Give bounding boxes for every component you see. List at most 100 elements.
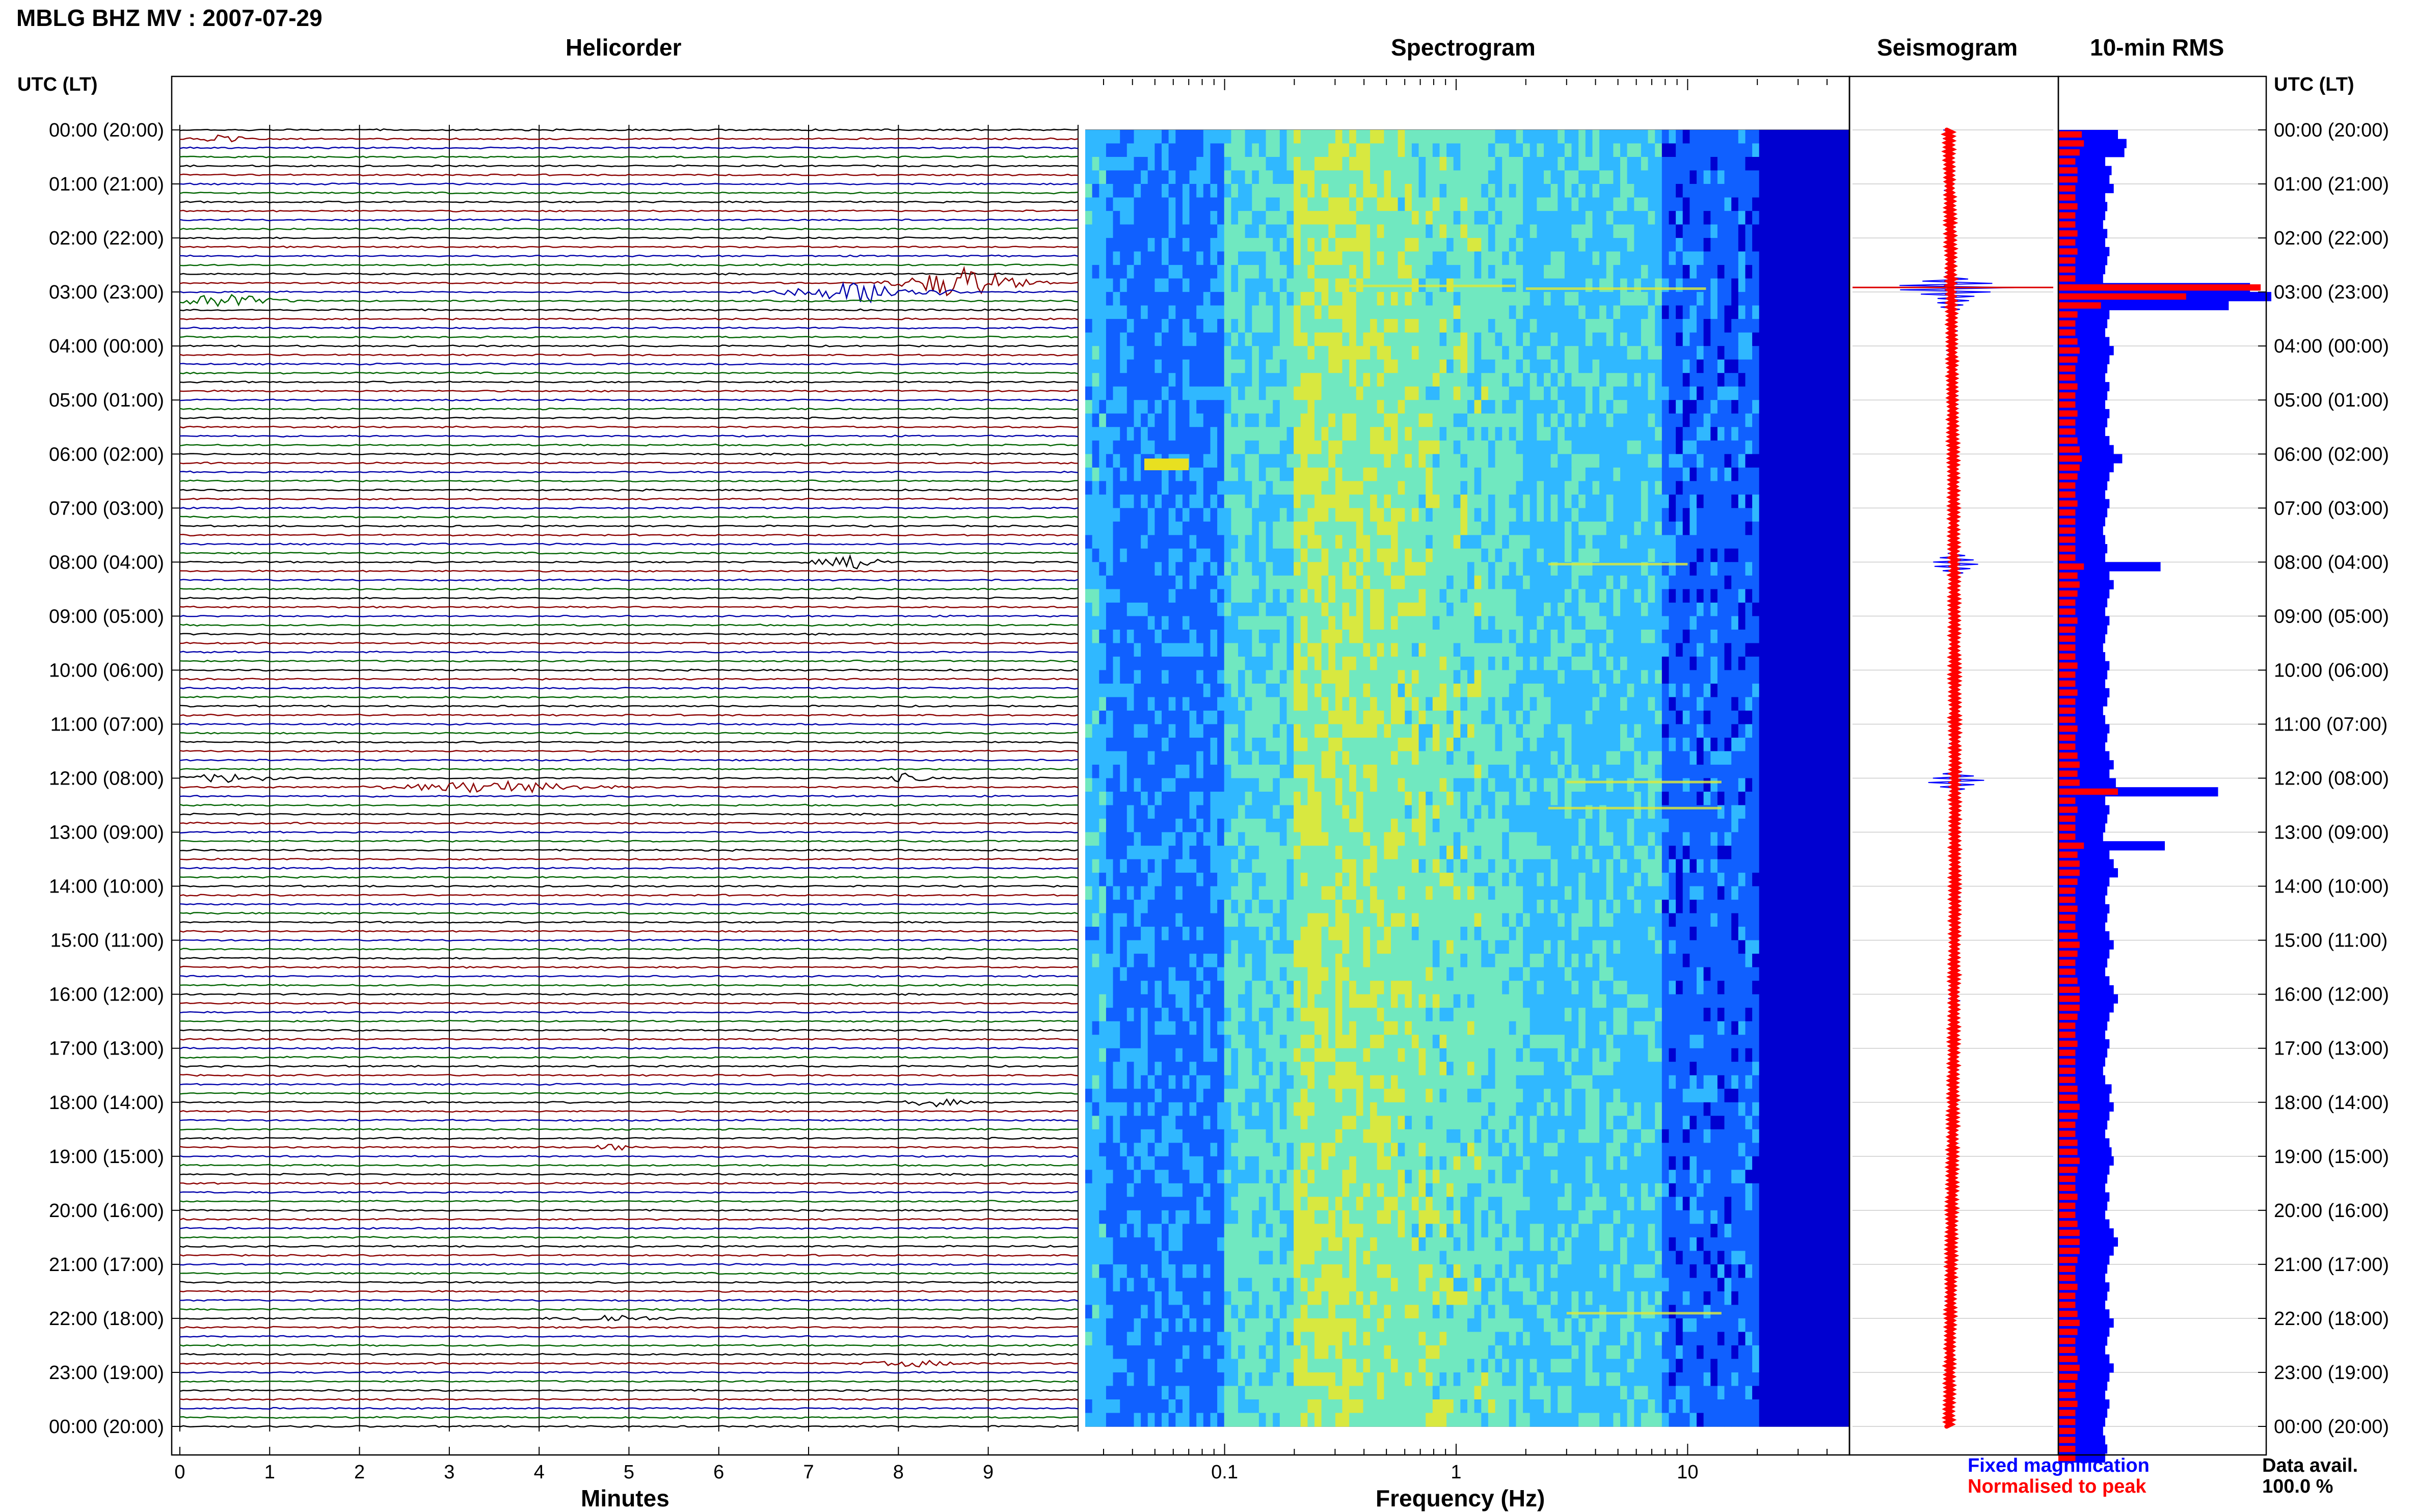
rms-normalised-bar <box>2058 1167 2078 1173</box>
rms-normalised-bar <box>2058 1122 2075 1128</box>
right-hour-label: 19:00 (15:00) <box>2274 1146 2389 1168</box>
rms-normalised-bar <box>2058 635 2075 641</box>
data-availability-label: Data avail. <box>2262 1455 2358 1477</box>
left-hour-label: 18:00 (14:00) <box>49 1092 164 1114</box>
rms-normalised-bar <box>2058 446 2080 452</box>
rms-normalised-bar <box>2058 473 2078 479</box>
rms-normalised-bar <box>2058 1068 2075 1074</box>
rms-normalised-bar <box>2058 212 2075 219</box>
right-hour-label: 15:00 (11:00) <box>2274 930 2387 952</box>
rms-normalised-bar <box>2058 1329 2078 1335</box>
rms-normalised-bar <box>2058 987 2080 993</box>
rms-normalised-bar <box>2058 662 2078 668</box>
rms-normalised-bar <box>2058 248 2078 254</box>
rms-normalised-bar <box>2058 644 2075 651</box>
rms-normalised-bar <box>2058 1095 2078 1101</box>
rms-normalised-bar <box>2058 978 2078 984</box>
rms-normalised-bar <box>2058 725 2078 732</box>
rms-normalised-bar <box>2058 1076 2075 1083</box>
left-hour-label: 04:00 (00:00) <box>49 336 164 357</box>
rms-normalised-bar <box>2058 203 2078 209</box>
rms-normalised-bar <box>2058 221 2075 227</box>
left-hour-label: 08:00 (04:00) <box>49 552 164 573</box>
right-hour-label: 14:00 (10:00) <box>2274 876 2389 898</box>
rms-normalised-bar <box>2058 1086 2078 1092</box>
right-hour-label: 17:00 (13:00) <box>2274 1038 2389 1060</box>
spectrogram-event-streak <box>1567 1312 1722 1314</box>
rms-normalised-bar <box>2058 131 2082 138</box>
rms-normalised-bar <box>2058 1392 2075 1398</box>
rms-normalised-bar <box>2058 1266 2075 1272</box>
rms-normalised-bar <box>2058 1311 2078 1317</box>
rms-normalised-bar <box>2058 257 2075 263</box>
rms-normalised-bar <box>2058 1157 2080 1164</box>
rms-normalised-bar <box>2058 1383 2075 1389</box>
rms-normalised-bar <box>2058 779 2080 786</box>
left-hour-label: 23:00 (19:00) <box>49 1362 164 1384</box>
spectrogram-xlabel: Frequency (Hz) <box>1376 1484 1545 1512</box>
legend-fixed-magnification: Fixed magnification <box>1968 1455 2150 1477</box>
right-hour-label: 10:00 (06:00) <box>2274 660 2389 681</box>
right-hour-label: 21:00 (17:00) <box>2274 1254 2389 1276</box>
rms-normalised-bar <box>2058 347 2080 354</box>
helicorder-xtick-label: 2 <box>354 1462 365 1483</box>
rms-normalised-bar <box>2058 870 2080 876</box>
rms-normalised-bar <box>2058 293 2186 300</box>
rms-normalised-bar <box>2058 995 2080 1002</box>
left-hour-label: 15:00 (11:00) <box>50 930 164 952</box>
rms-normalised-bar <box>2058 671 2075 678</box>
right-hour-label: 04:00 (00:00) <box>2274 336 2389 357</box>
spectrogram-event-streak <box>1526 287 1706 290</box>
rms-normalised-bar <box>2058 608 2075 614</box>
rms-normalised-bar <box>2058 1230 2080 1236</box>
rms-normalised-bar <box>2058 357 2078 363</box>
left-hour-label: 12:00 (08:00) <box>49 768 164 790</box>
right-hour-label: 05:00 (01:00) <box>2274 390 2389 411</box>
rms-normalised-bar <box>2058 897 2075 903</box>
rms-normalised-bar <box>2058 482 2075 489</box>
rms-normalised-bar <box>2058 1239 2080 1245</box>
right-hour-label: 12:00 (08:00) <box>2274 768 2389 790</box>
rms-normalised-bar <box>2058 627 2075 633</box>
left-hour-label: 19:00 (15:00) <box>49 1146 164 1168</box>
rms-normalised-bar <box>2058 852 2078 858</box>
rms-normalised-bar <box>2058 698 2075 705</box>
rms-normalised-bar <box>2058 1203 2075 1209</box>
right-hour-label: 07:00 (03:00) <box>2274 498 2389 519</box>
rms-normalised-bar <box>2058 762 2080 768</box>
rms-normalised-bar <box>2058 1284 2078 1290</box>
rms-normalised-bar <box>2058 185 2075 192</box>
rms-normalised-bar <box>2058 941 2080 948</box>
left-hour-label: 17:00 (13:00) <box>49 1038 164 1060</box>
rms-normalised-bar <box>2058 1356 2078 1362</box>
rms-normalised-bar <box>2058 1437 2075 1443</box>
rms-normalised-bar <box>2058 798 2075 804</box>
rms-normalised-bar <box>2058 320 2075 327</box>
rms-normalised-bar <box>2058 438 2078 444</box>
spectrogram-event-streak <box>1548 807 1722 809</box>
rms-normalised-bar <box>2058 914 2075 921</box>
rms-normalised-bar <box>2058 573 2078 579</box>
rms-normalised-bar <box>2058 1347 2075 1353</box>
rms-normalised-bar <box>2058 500 2078 506</box>
left-hour-label: 07:00 (03:00) <box>49 498 164 519</box>
left-hour-label: 00:00 (20:00) <box>49 1416 164 1438</box>
rms-normalised-bar <box>2058 752 2078 759</box>
left-hour-label: 09:00 (05:00) <box>49 606 164 627</box>
helicorder-xtick-label: 8 <box>893 1462 904 1483</box>
rms-normalised-bar <box>2058 708 2075 714</box>
rms-normalised-bar <box>2058 933 2078 939</box>
helicorder-trace <box>180 895 1078 896</box>
helicorder-xtick-label: 6 <box>713 1462 724 1483</box>
rms-normalised-bar <box>2058 149 2080 155</box>
helicorder-trace <box>180 696 1078 698</box>
rms-normalised-bar <box>2058 492 2075 498</box>
right-hour-label: 11:00 (07:00) <box>2274 714 2387 735</box>
left-hour-label: 13:00 (09:00) <box>49 822 164 844</box>
helicorder-xlabel: Minutes <box>581 1484 669 1512</box>
rms-normalised-bar <box>2058 960 2075 966</box>
left-hour-label: 20:00 (16:00) <box>49 1200 164 1222</box>
rms-normalised-bar <box>2058 1338 2075 1344</box>
rms-normalised-bar <box>2058 681 2075 687</box>
